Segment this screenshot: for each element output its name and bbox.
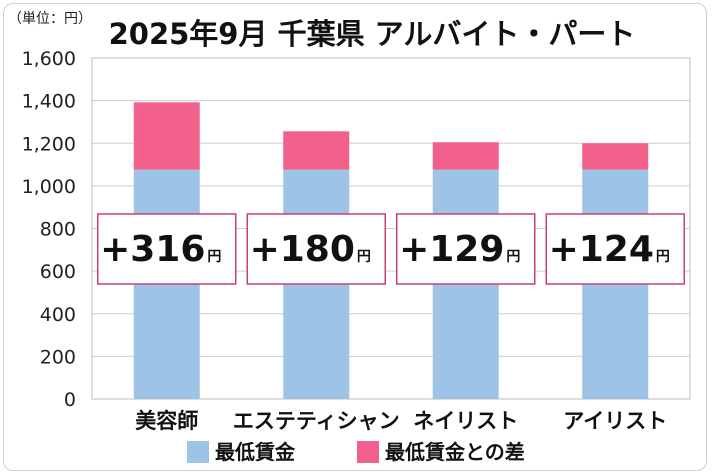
y-axis: 0 200 400 600 800 1,000 1,200 1,400 1,600	[22, 48, 76, 411]
data-label-text: +180 円	[250, 229, 371, 270]
y-tick-label: 1,000	[22, 176, 76, 198]
legend: 最低賃金 最低賃金との差	[187, 440, 525, 464]
legend-label-minimum-wage: 最低賃金	[215, 440, 296, 464]
data-label-text: +129 円	[399, 229, 520, 270]
data-label-box	[396, 213, 536, 285]
x-tick-label: 美容師	[135, 409, 198, 433]
data-label-box	[545, 213, 685, 285]
y-tick-label: 200	[40, 346, 76, 368]
data-label-text: +316 円	[100, 229, 221, 270]
legend-swatch-difference	[357, 441, 379, 463]
chart-title: 2025年9月 千葉県 アルバイト・パート	[109, 17, 636, 51]
bar-difference	[283, 131, 350, 170]
plot-area	[91, 57, 691, 400]
bar-difference	[133, 102, 200, 170]
y-tick-label: 1,200	[22, 133, 76, 155]
unit-label: （単位：円）	[8, 11, 92, 27]
data-labels: +316 円 +180 円 +129 円 +124 円	[97, 213, 685, 285]
data-label-box	[97, 213, 237, 285]
data-label: +124 円	[545, 213, 685, 285]
y-tick-label: 0	[64, 389, 76, 411]
bar-difference	[432, 142, 499, 170]
data-label-box	[246, 213, 386, 285]
y-tick-label: 1,400	[22, 91, 76, 113]
x-axis: 美容師 エステティシャン ネイリスト アイリスト	[135, 409, 667, 433]
x-tick-label: エステティシャン	[233, 409, 400, 433]
data-label-text: +124 円	[549, 229, 670, 270]
bar-difference	[582, 143, 649, 170]
y-tick-label: 800	[40, 219, 76, 241]
data-label: +316 円	[97, 213, 237, 285]
legend-swatch-minimum-wage	[187, 441, 209, 463]
legend-label-difference: 最低賃金との差	[385, 440, 525, 464]
x-tick-label: アイリスト	[563, 409, 667, 433]
data-label: +180 円	[246, 213, 386, 285]
y-tick-label: 600	[40, 261, 76, 283]
x-tick-label: ネイリスト	[413, 409, 518, 433]
y-tick-label: 400	[40, 304, 76, 326]
data-label: +129 円	[396, 213, 536, 285]
y-tick-label: 1,600	[22, 48, 76, 70]
